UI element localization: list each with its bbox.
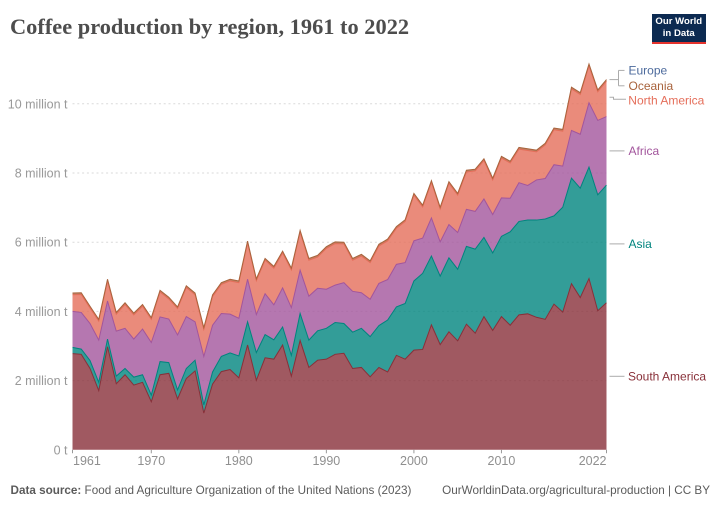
svg-text:Asia: Asia <box>629 237 653 251</box>
svg-text:2000: 2000 <box>400 454 428 468</box>
svg-text:4 million t: 4 million t <box>15 305 68 319</box>
svg-text:Africa: Africa <box>629 144 660 158</box>
svg-text:1990: 1990 <box>312 454 340 468</box>
svg-text:6 million t: 6 million t <box>15 236 68 250</box>
svg-text:1980: 1980 <box>225 454 253 468</box>
svg-text:2 million t: 2 million t <box>15 374 68 388</box>
svg-text:South America: South America <box>628 370 706 384</box>
svg-text:Oceania: Oceania <box>629 79 674 93</box>
svg-text:1961: 1961 <box>73 454 101 468</box>
svg-text:8 million t: 8 million t <box>15 167 68 181</box>
svg-text:1970: 1970 <box>137 454 165 468</box>
svg-text:2022: 2022 <box>579 454 607 468</box>
svg-text:North America: North America <box>628 93 704 107</box>
svg-text:0 t: 0 t <box>54 443 68 457</box>
svg-text:10 million t: 10 million t <box>8 97 68 111</box>
svg-text:Europe: Europe <box>629 64 668 78</box>
svg-text:2010: 2010 <box>488 454 516 468</box>
